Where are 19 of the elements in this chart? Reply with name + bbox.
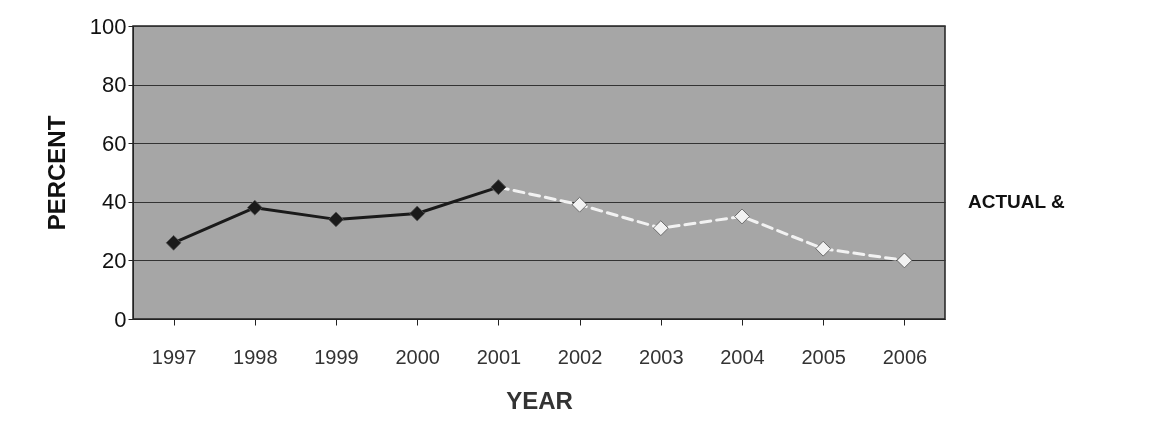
y-tick-label: 40	[102, 189, 127, 215]
x-tick-label: 1999	[314, 345, 359, 368]
x-tick-label: 2003	[639, 345, 684, 368]
x-tick-label: 2002	[557, 345, 603, 368]
x-tick-label: 2006	[882, 345, 928, 368]
x-tick-label: 2001	[476, 345, 522, 368]
x-axis-title: YEAR	[506, 386, 573, 414]
x-tick-label: 2004	[720, 345, 765, 368]
y-tick-label: 100	[89, 13, 127, 39]
x-tick-label: 2000	[395, 345, 440, 368]
y-tick-label: 80	[102, 72, 127, 98]
y-tick-label: 20	[102, 247, 127, 273]
y-tick-label: 0	[114, 306, 127, 332]
x-tick-label: 2005	[801, 345, 846, 368]
text: ACTUAL &	[968, 190, 1066, 212]
x-tick-label: 1997	[151, 345, 197, 368]
y-tick-label: 60	[102, 130, 127, 156]
y-axis-title: PERCENT	[42, 115, 70, 231]
x-tick-label: 1998	[233, 345, 278, 368]
